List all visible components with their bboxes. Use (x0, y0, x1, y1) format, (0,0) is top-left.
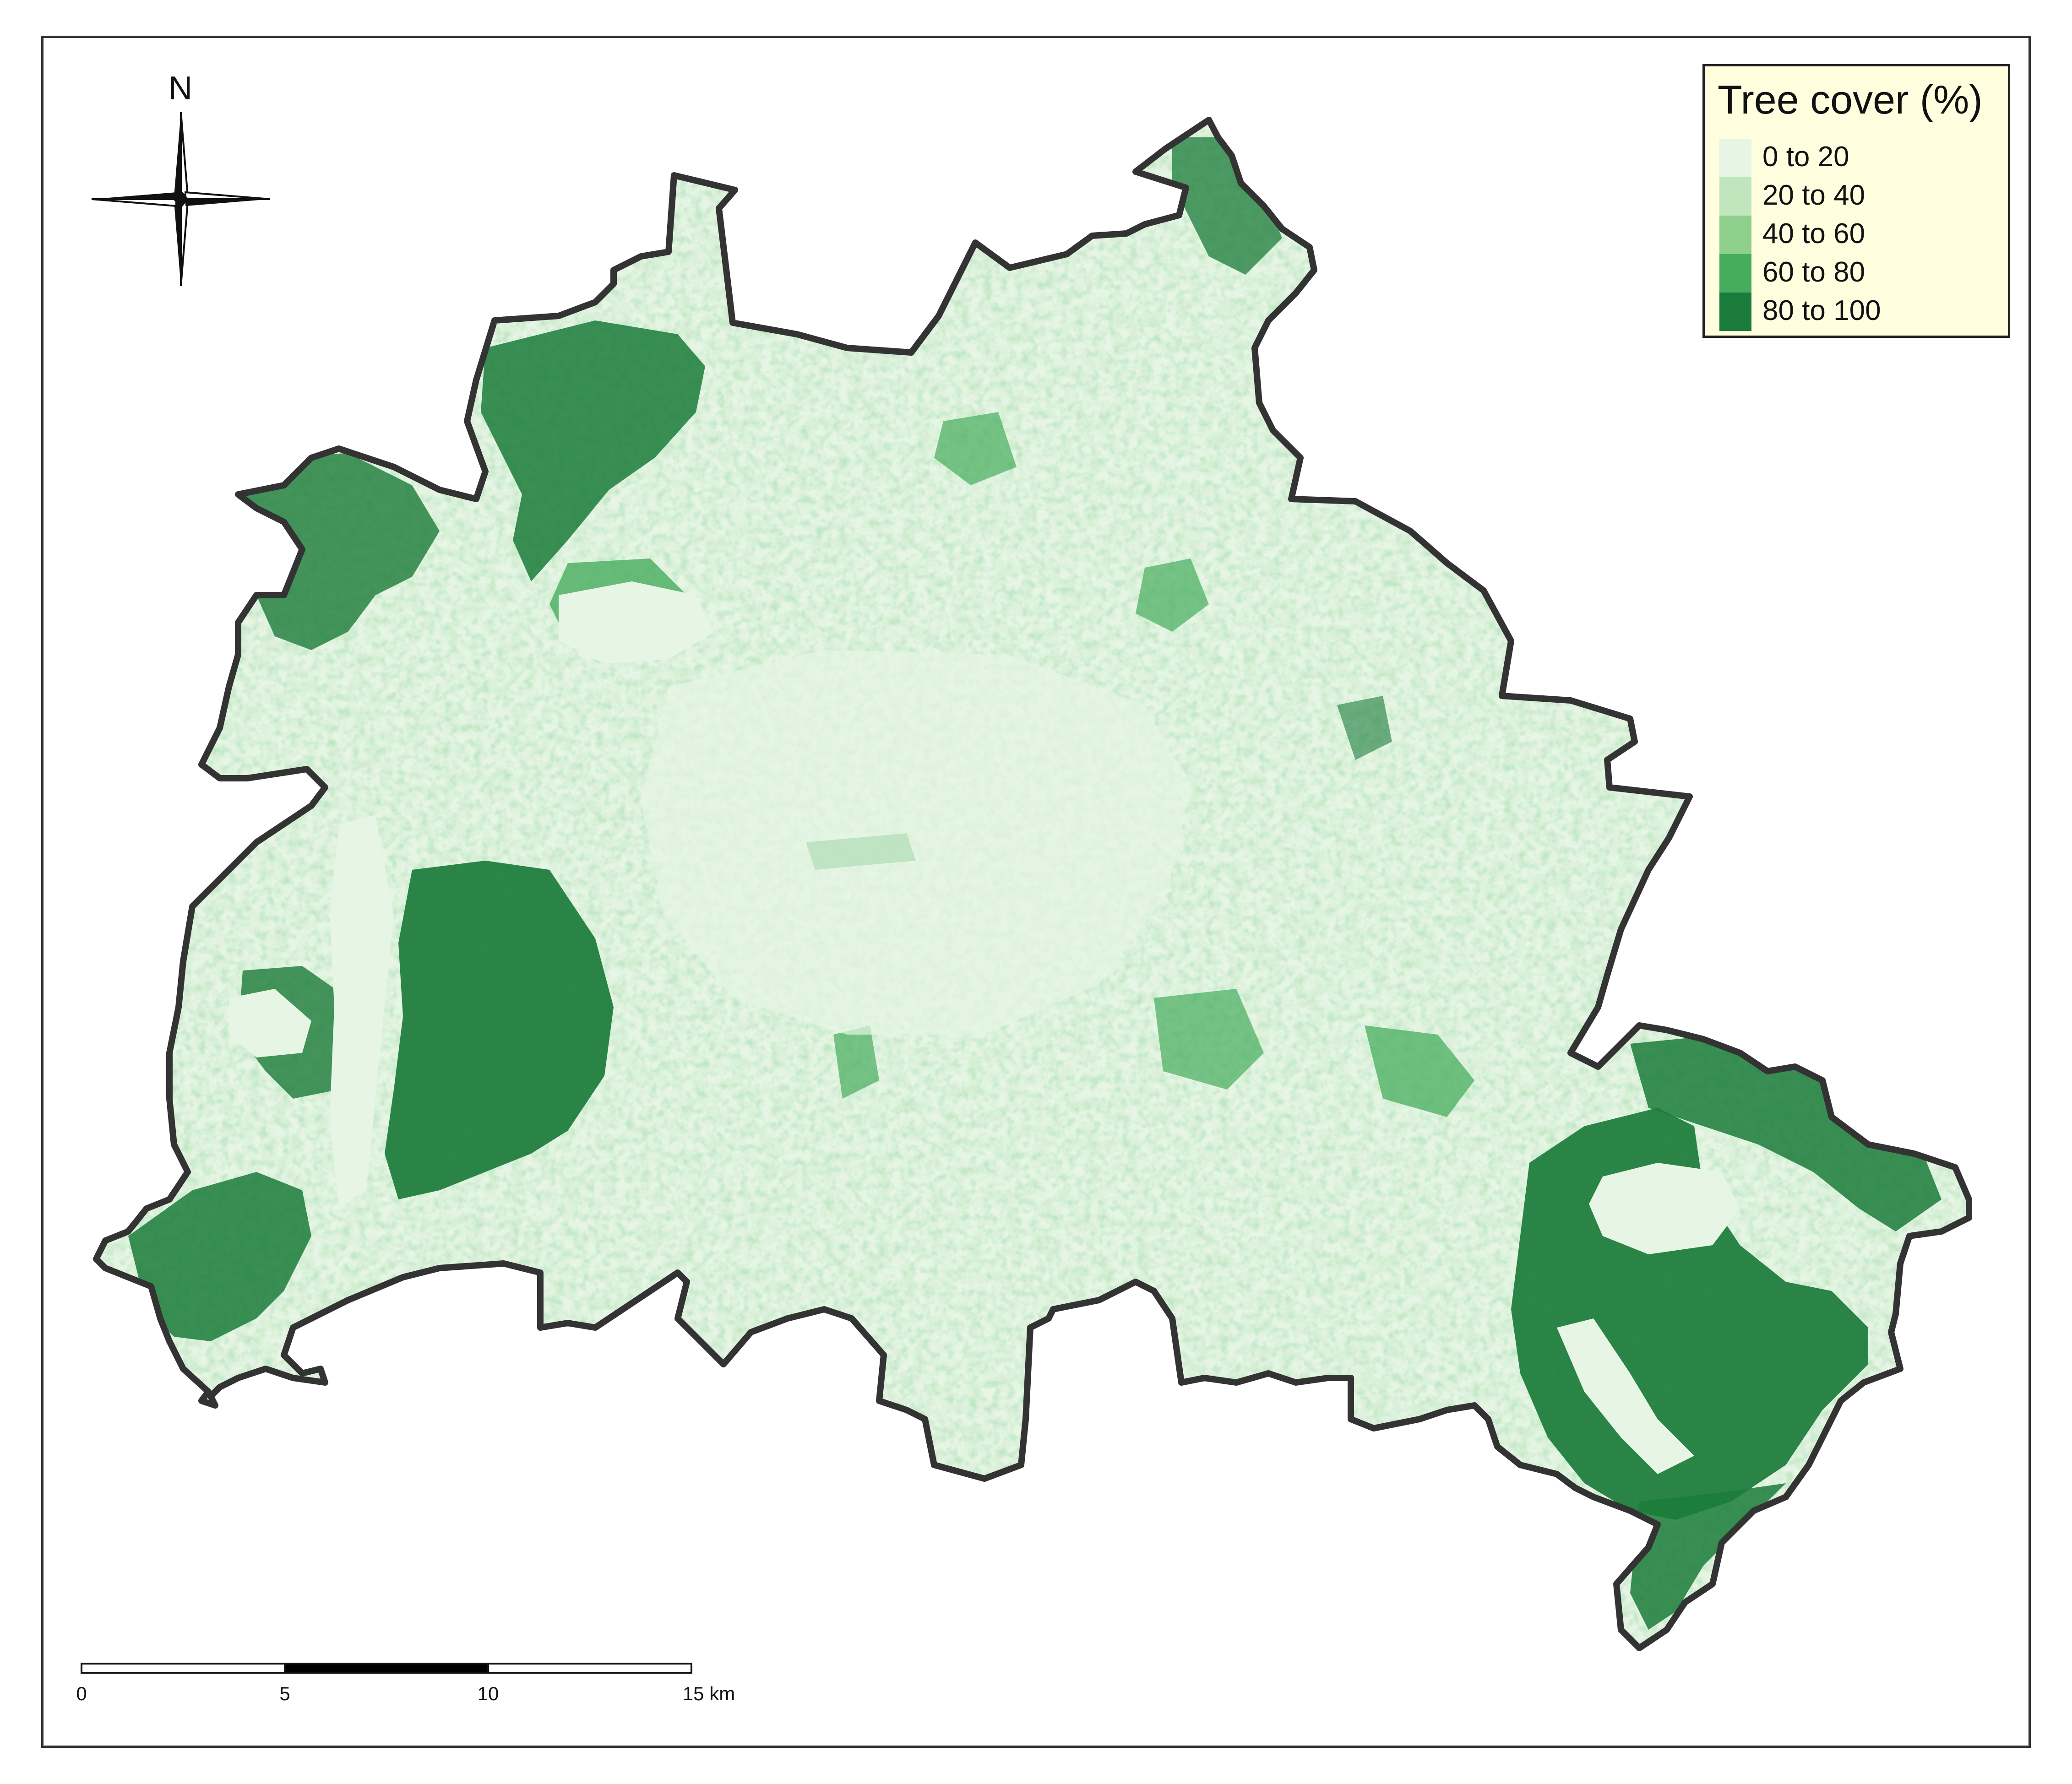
forest-north-west (238, 453, 440, 650)
park-marzahn (1337, 696, 1392, 760)
legend-swatch (1719, 293, 1751, 331)
lake-havel (330, 815, 394, 1209)
forest-grunewald (385, 861, 614, 1199)
legend-item: 80 to 100 (1719, 293, 2003, 331)
legend-label: 80 to 100 (1762, 295, 1881, 326)
legend-label: 0 to 20 (1762, 141, 1849, 173)
scale-segment-3 (487, 1663, 692, 1674)
legend-label: 40 to 60 (1762, 218, 1865, 249)
compass-east-point-bottom (185, 199, 270, 206)
legend-item: 20 to 40 (1719, 177, 2003, 216)
compass-center (173, 190, 189, 208)
compass-west-point-bottom (91, 198, 177, 207)
compass-east-point-top (185, 191, 271, 200)
city-centre (641, 650, 1191, 1035)
scale-tick-label: 0 (76, 1683, 87, 1704)
compass-north-point-left (174, 112, 181, 197)
compass-south-point-left (174, 201, 181, 286)
forest-frohnau (1172, 137, 1282, 275)
park-wuhlheide (1365, 1025, 1474, 1117)
scale-segment-2 (284, 1663, 489, 1674)
forest-tegel (481, 320, 705, 581)
urban-core (641, 650, 1191, 1035)
compass-rose (91, 112, 271, 287)
legend-title: Tree cover (%) (1718, 77, 1983, 122)
scale-bar: 0 5 10 15 km (76, 1663, 735, 1718)
park-south-tempelhof (833, 1025, 879, 1099)
park-north-east (1136, 559, 1209, 632)
lakes (229, 581, 1740, 1474)
scale-tick-label: 10 (477, 1683, 499, 1704)
lake-dahme (1557, 1318, 1694, 1474)
lake-west (229, 989, 311, 1057)
scale-tick-label: 15 km (682, 1683, 735, 1704)
compass-west-point-top (92, 192, 176, 199)
legend-label: 20 to 40 (1762, 179, 1865, 211)
scale-segment-1 (81, 1663, 286, 1674)
legend-swatch (1719, 177, 1751, 216)
scale-tick-label: 5 (279, 1683, 290, 1704)
legend-swatch (1719, 139, 1751, 177)
legend-item: 0 to 20 (1719, 139, 2003, 177)
legend: Tree cover (%) 0 to 20 20 to 40 40 to 60… (1702, 64, 2010, 338)
legend-item: 60 to 80 (1719, 254, 2003, 293)
compass-north-point-right (180, 112, 189, 198)
legend-label: 60 to 80 (1762, 256, 1865, 288)
legend-swatch (1719, 216, 1751, 254)
legend-swatch (1719, 254, 1751, 293)
compass-south-point-right (180, 201, 189, 287)
forest-east (1630, 1035, 1941, 1231)
park-east-cluster (1154, 989, 1264, 1090)
lake-mueggelsee (1589, 1163, 1740, 1254)
park-reinickendorf (934, 412, 1017, 485)
lake-tegel (559, 581, 714, 664)
forest-south-west (128, 1172, 311, 1341)
north-label: N (169, 70, 192, 107)
legend-item: 40 to 60 (1719, 216, 2003, 254)
